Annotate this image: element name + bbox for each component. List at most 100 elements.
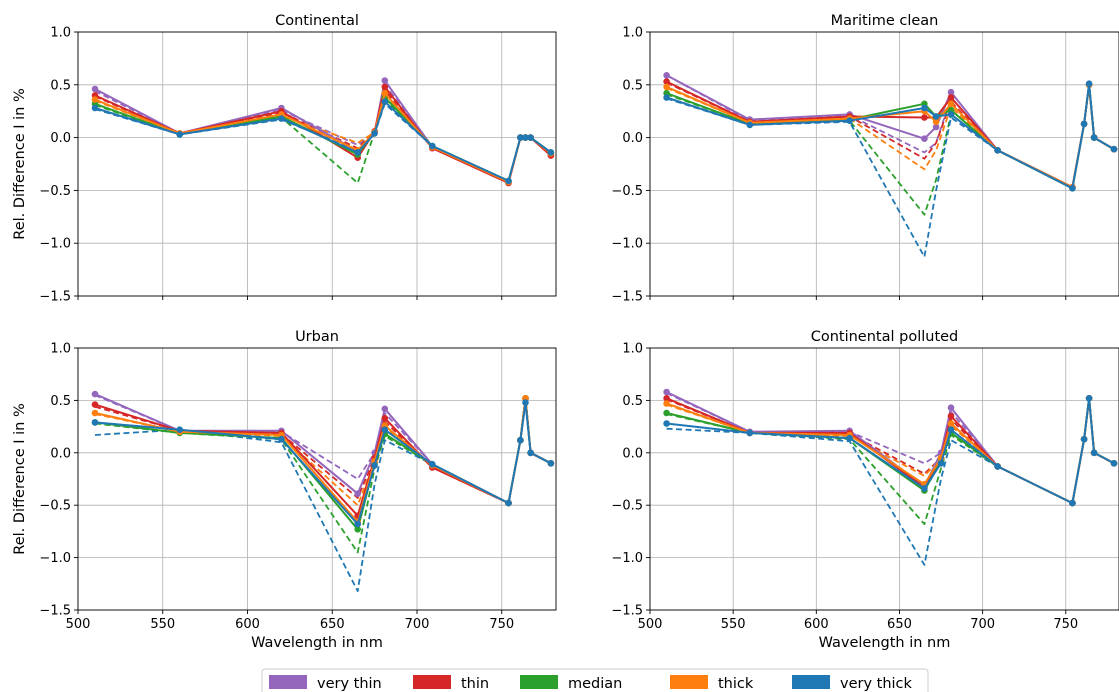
axes-frame (77, 347, 557, 611)
axes-frame (77, 31, 557, 297)
data-point-thick (91, 409, 99, 417)
series-line-very-thick (94, 100, 552, 182)
data-point-thick (91, 96, 99, 103)
panel-title: Continental polluted (811, 329, 959, 345)
data-point-very-thick (1085, 80, 1093, 87)
y-tick-label: −0.5 (39, 499, 71, 514)
x-tick-label: 650 (887, 617, 912, 632)
legend-label-thick: thick (718, 676, 754, 692)
y-tick-label: 1.0 (622, 342, 643, 357)
y-tick-label: −1.5 (39, 290, 71, 305)
data-point-very-thick (517, 134, 524, 141)
y-tick-label: −0.5 (611, 499, 643, 514)
data-point-very-thick (746, 429, 754, 437)
data-point-very-thick (522, 399, 529, 406)
x-tick-label: 600 (235, 617, 260, 632)
x-axis-title: Wavelength in nm (251, 635, 383, 651)
legend-swatch-very-thin (269, 675, 307, 689)
y-tick-label: −1.5 (611, 290, 643, 305)
data-point-very-thick (947, 426, 955, 434)
data-point-very-thin (947, 404, 955, 412)
x-tick-label: 600 (804, 617, 829, 632)
x-tick-label: 500 (66, 617, 91, 632)
series-line-very-thick (666, 82, 1115, 190)
panel-title: Continental (275, 13, 359, 29)
y-tick-label: −1.5 (611, 604, 643, 619)
data-point-thick (381, 89, 389, 97)
series-line-thin (666, 397, 1115, 505)
legend-label-thin: thin (461, 676, 489, 692)
y-tick-label: 0.5 (50, 78, 71, 93)
data-point-very-thick (746, 121, 754, 129)
series-line-thick (666, 397, 1115, 505)
plot-area (91, 390, 555, 592)
series-line-dashed-median (94, 397, 552, 554)
panel-2: 1.0 0.5 0.0 −0.5 −1.0 −1.5 Maritime clean (611, 13, 1119, 305)
data-point-thin (663, 395, 670, 402)
panel-title: Urban (295, 329, 339, 345)
data-point-very-thick (1069, 185, 1076, 192)
series-line-median (666, 397, 1115, 505)
data-point-thick (932, 118, 940, 126)
data-point-very-thin (663, 388, 670, 396)
data-point-very-thick (371, 462, 378, 469)
legend-swatch-thick (670, 675, 708, 689)
data-point-thick (947, 100, 955, 108)
data-point-very-thick (91, 419, 99, 426)
data-point-thin (947, 94, 955, 101)
data-point-very-thick (846, 117, 853, 124)
y-tick-label: 0.0 (622, 131, 643, 146)
data-point-thin (663, 78, 670, 85)
legend-swatch-thin (413, 675, 451, 689)
x-tick-label: 700 (405, 617, 430, 632)
data-point-very-thick (994, 147, 1001, 154)
data-point-very-thick (547, 460, 555, 467)
data-point-very-thick (517, 436, 524, 444)
x-tick-label: 550 (150, 617, 175, 632)
x-tick-label: 750 (489, 617, 514, 632)
data-point-very-thick (371, 130, 378, 137)
y-axis-title: Rel. Difference I in % (12, 88, 28, 239)
data-point-very-thick (937, 460, 945, 467)
data-point-very-thick (354, 520, 362, 528)
data-point-very-thick (1110, 145, 1118, 153)
data-point-thin (91, 401, 99, 408)
y-tick-label: 1.0 (50, 26, 71, 41)
series-line-very-thick (666, 397, 1115, 505)
data-point-very-thick (429, 461, 436, 468)
data-point-very-thick (381, 426, 389, 434)
legend-label-median: median (568, 676, 622, 692)
data-point-thick (663, 400, 670, 407)
data-point-very-thick (381, 98, 389, 105)
plot-area (663, 72, 1118, 258)
data-point-very-thick (1085, 395, 1093, 402)
data-point-thin (947, 412, 955, 420)
data-point-very-thick (1069, 499, 1076, 507)
series-line-dashed-very-thick (666, 82, 1115, 258)
data-point-very-thick (1080, 435, 1088, 443)
data-point-very-thick (932, 113, 940, 120)
y-tick-label: 0.0 (50, 446, 71, 461)
x-tick-label: 750 (1053, 617, 1078, 632)
data-point-very-thick (522, 134, 529, 141)
data-point-very-thick (278, 435, 285, 443)
series-line-dashed-very-thick (94, 401, 552, 592)
series-line-dashed-thick (666, 397, 1115, 505)
x-tick-label: 500 (638, 617, 663, 632)
data-point-very-thick (505, 177, 512, 185)
legend-swatch-median (520, 675, 558, 689)
series-line-thin (666, 80, 1115, 189)
series-line-very-thick (94, 401, 552, 526)
y-tick-label: −0.5 (39, 184, 71, 199)
y-tick-label: −1.0 (39, 551, 71, 566)
x-axis-title: Wavelength in nm (819, 635, 951, 651)
data-point-thick (663, 83, 670, 91)
data-point-very-thick (176, 426, 183, 434)
series-line-very-thin (94, 79, 552, 183)
y-tick-label: −1.0 (611, 551, 643, 566)
data-point-thick (947, 420, 955, 427)
data-point-very-thin (91, 85, 99, 93)
axes-frame (649, 31, 1119, 297)
panel-title: Maritime clean (831, 13, 939, 29)
